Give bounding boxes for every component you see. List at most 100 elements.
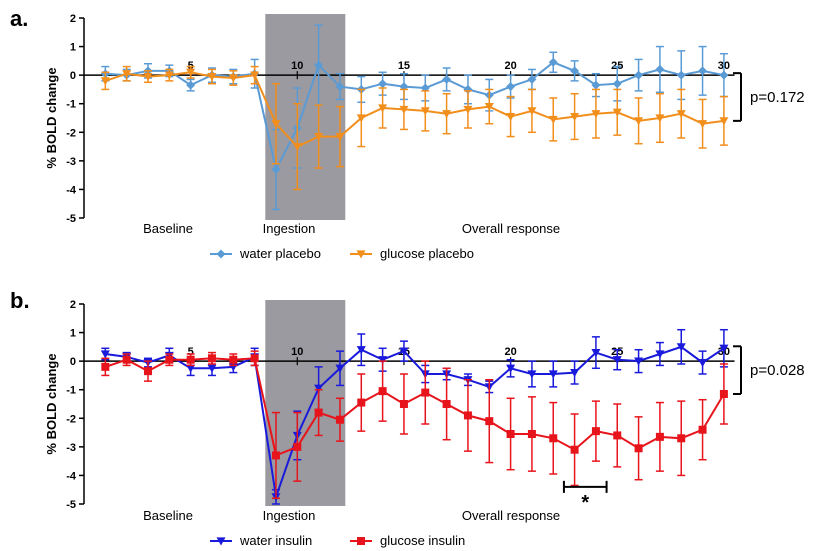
pvalue-label: p=0.028 — [750, 362, 805, 379]
region-label: Ingestion — [263, 508, 316, 523]
data-point — [463, 105, 473, 114]
y-axis-label: % BOLD change — [44, 353, 59, 454]
data-point — [485, 417, 494, 426]
data-point — [122, 355, 131, 364]
data-point — [719, 344, 729, 353]
data-point — [378, 79, 388, 89]
data-point — [463, 84, 473, 94]
data-point — [420, 107, 430, 116]
data-point — [101, 362, 110, 371]
legend-entry: glucose insulin — [380, 533, 465, 548]
series-line — [104, 71, 725, 148]
data-point — [548, 115, 558, 124]
data-point — [292, 142, 302, 152]
data-point — [676, 343, 686, 352]
legend-marker — [356, 250, 366, 259]
y-tick-label: 1 — [70, 42, 76, 54]
x-tick-label: 10 — [291, 60, 303, 72]
data-point — [143, 367, 152, 376]
data-point — [548, 57, 558, 67]
data-point — [655, 350, 665, 359]
data-point — [335, 132, 345, 142]
data-point — [207, 72, 217, 82]
pvalue-label: p=0.172 — [750, 89, 805, 106]
data-point — [207, 364, 217, 373]
data-point — [612, 356, 622, 365]
data-point — [591, 110, 601, 119]
x-tick-label: 15 — [398, 60, 410, 72]
data-point — [356, 114, 366, 123]
y-tick-label: 1 — [70, 328, 76, 340]
data-point — [356, 346, 366, 355]
data-point — [719, 70, 729, 80]
ingestion-shaded-band — [265, 14, 346, 220]
data-point — [676, 110, 686, 119]
data-point — [591, 427, 600, 436]
chart-panel-1: 210-1-2-3-4-551015202530% BOLD changeBas… — [44, 299, 805, 548]
panel-label-b: b. — [10, 288, 30, 313]
data-point — [634, 444, 643, 453]
data-point — [677, 434, 686, 443]
ingestion-shaded-band — [265, 300, 346, 506]
data-point — [271, 120, 281, 129]
data-point — [527, 370, 537, 379]
series-line — [105, 345, 725, 498]
data-point — [399, 400, 408, 408]
data-point — [506, 364, 516, 373]
data-point — [378, 356, 388, 365]
y-tick-label: -4 — [66, 470, 77, 482]
series-line — [104, 357, 725, 457]
data-point — [484, 102, 494, 112]
y-tick-label: -1 — [66, 385, 76, 397]
data-point — [655, 64, 665, 74]
data-point — [271, 164, 281, 174]
data-point — [335, 415, 344, 424]
data-point — [698, 358, 708, 368]
y-tick-label: -3 — [66, 442, 76, 454]
data-point — [719, 390, 728, 398]
x-tick-label: 20 — [504, 60, 516, 72]
data-point — [506, 82, 516, 92]
data-point — [399, 347, 409, 356]
data-point — [442, 74, 452, 84]
y-tick-label: -2 — [66, 127, 76, 139]
data-point — [143, 72, 153, 82]
chart-panel-0: 210-1-2-3-4-551015202530% BOLD changeBas… — [44, 13, 805, 261]
y-tick-label: 0 — [70, 356, 76, 368]
y-tick-label: -1 — [66, 99, 76, 111]
data-point — [186, 68, 196, 77]
data-point — [655, 114, 665, 123]
data-point — [506, 430, 515, 438]
data-point — [314, 384, 324, 393]
data-point — [527, 430, 536, 438]
data-point — [634, 357, 644, 366]
data-point — [612, 108, 622, 117]
x-tick-label: 20 — [504, 346, 516, 358]
data-point — [548, 370, 558, 379]
data-point — [250, 71, 260, 80]
data-point — [612, 79, 622, 89]
data-point — [463, 411, 472, 420]
y-tick-label: -2 — [66, 413, 76, 425]
y-axis-label: % BOLD change — [44, 67, 59, 168]
data-point — [591, 348, 601, 358]
data-point — [164, 71, 174, 80]
data-point — [527, 74, 537, 84]
y-tick-label: 2 — [70, 13, 76, 25]
panel-label-a: a. — [10, 6, 28, 31]
x-tick-label: 10 — [291, 346, 303, 358]
data-point — [634, 117, 644, 126]
y-tick-label: -5 — [66, 499, 76, 511]
data-point — [698, 425, 707, 434]
region-label: Overall response — [462, 221, 560, 236]
data-point — [165, 355, 174, 364]
data-point — [613, 431, 622, 440]
data-point — [442, 110, 452, 119]
legend-marker — [216, 249, 226, 259]
legend-marker — [216, 537, 226, 546]
y-tick-label: -4 — [66, 184, 77, 196]
region-label: Baseline — [143, 221, 193, 236]
x-tick-label: 5 — [188, 346, 194, 358]
data-point — [186, 364, 196, 373]
data-point — [186, 80, 196, 90]
